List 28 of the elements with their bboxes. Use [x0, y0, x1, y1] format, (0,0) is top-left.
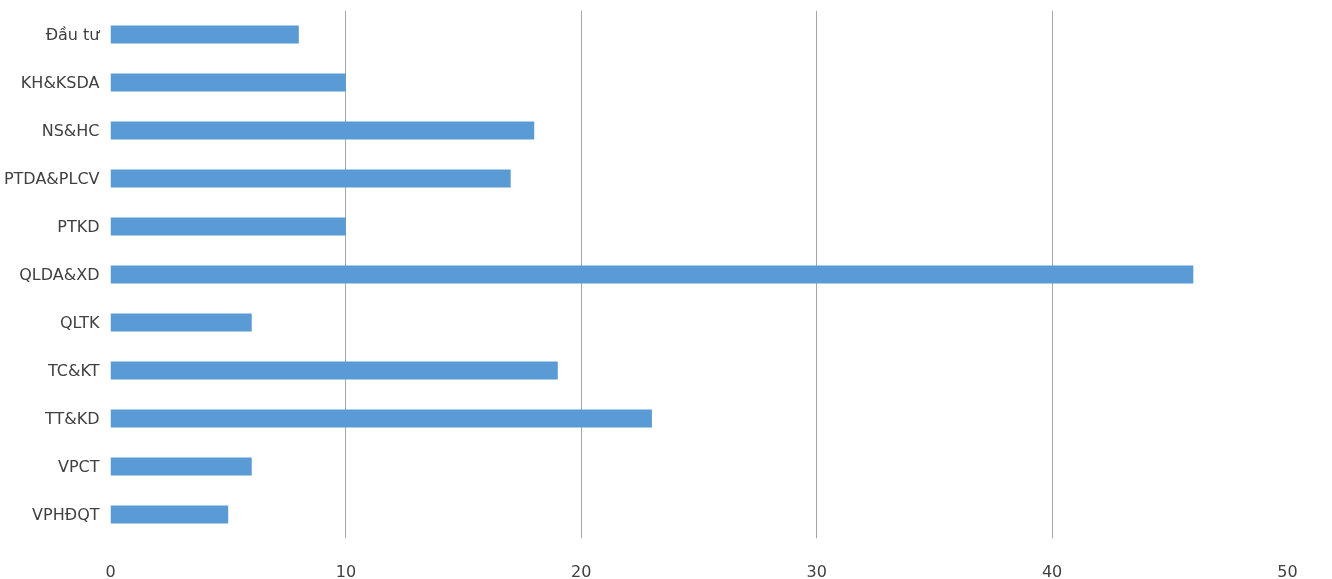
- bar: [110, 505, 229, 524]
- bar: [110, 73, 346, 92]
- bar: [110, 457, 252, 476]
- x-tick-label: 50: [1277, 561, 1298, 579]
- bar: [110, 25, 299, 44]
- x-tick-label: 10: [335, 561, 357, 579]
- y-tick-label: KH&KSDA: [20, 73, 100, 92]
- y-tick-label: VPCT: [57, 457, 100, 476]
- x-tick-label: 30: [806, 561, 827, 579]
- x-tick-label: 0: [105, 561, 116, 579]
- x-tick-label: 20: [571, 561, 592, 579]
- y-tick-label: PTKD: [57, 217, 100, 236]
- bar: [110, 121, 535, 140]
- bar: [110, 217, 346, 236]
- y-tick-label: TC&KT: [46, 361, 100, 380]
- y-tick-label: QLTK: [59, 313, 101, 332]
- y-tick-label: Đầu tư: [45, 25, 101, 44]
- bar: [110, 361, 558, 380]
- y-tick-label: TT&KD: [43, 409, 100, 428]
- bar: [110, 313, 252, 332]
- bar: [110, 409, 652, 428]
- y-tick-label: PTDA&PLCV: [3, 169, 100, 188]
- y-tick-label: VPHĐQT: [32, 505, 100, 524]
- y-tick-label: NS&HC: [41, 121, 100, 140]
- x-tick-label: 40: [1041, 561, 1063, 579]
- y-tick-label: QLDA&XD: [19, 265, 100, 284]
- bar: [110, 169, 511, 188]
- bar: [110, 265, 1194, 284]
